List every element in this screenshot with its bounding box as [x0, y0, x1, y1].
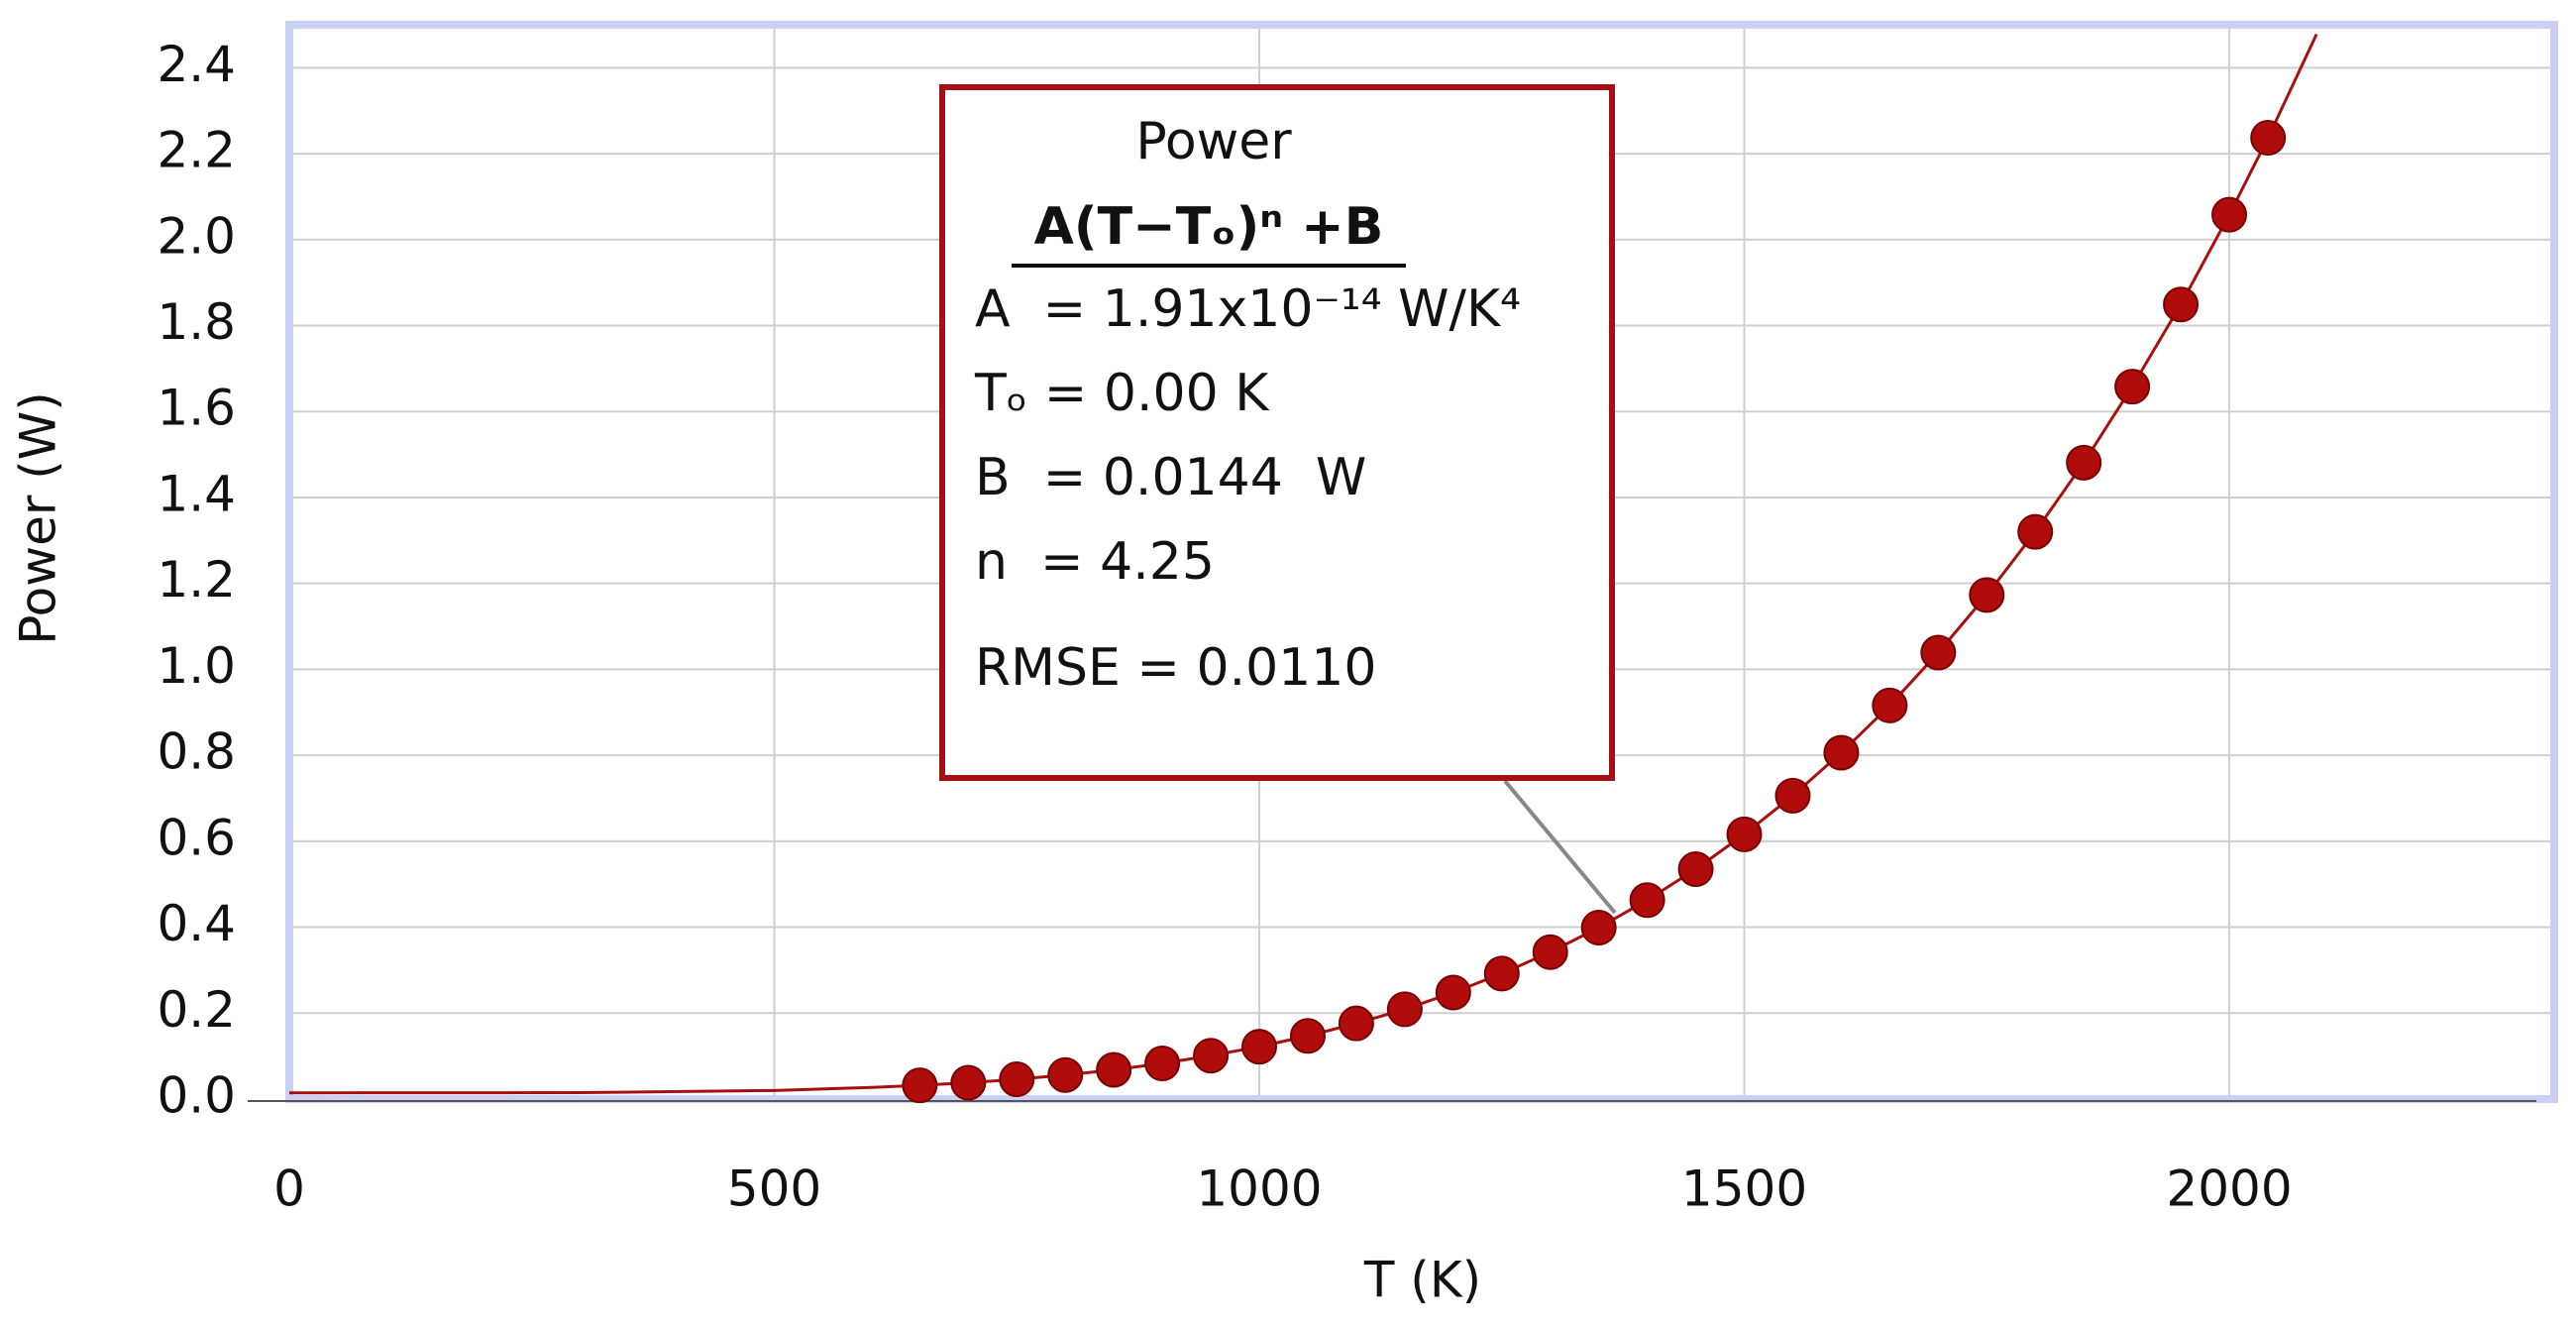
- y-tick-label: 0.4: [157, 895, 236, 952]
- fit-equation: A(T−Tₒ)ⁿ +B: [1034, 197, 1384, 257]
- fit-curve: [288, 33, 2318, 1095]
- data-point: [1580, 909, 1617, 945]
- x-tick-label: 0: [273, 1161, 305, 1218]
- fit-line: n = 4.25: [975, 532, 1215, 592]
- data-point: [2163, 286, 2200, 323]
- data-point: [1677, 851, 1714, 888]
- data-point: [2066, 444, 2102, 481]
- y-tick-label: 1.6: [157, 380, 236, 437]
- data-point: [1193, 1038, 1230, 1074]
- y-tick-label: 2.2: [157, 122, 236, 179]
- data-point: [1435, 974, 1471, 1011]
- y-axis-title: Power (W): [10, 391, 67, 645]
- data-point: [1096, 1051, 1132, 1088]
- fit-line: Tₒ = 0.00 K: [974, 364, 1270, 423]
- data-point: [1823, 734, 1860, 771]
- y-tick-label: 0.0: [157, 1067, 236, 1125]
- data-point: [1774, 777, 1811, 814]
- data-point: [999, 1061, 1035, 1098]
- data-point: [1483, 955, 1520, 992]
- y-tick-label: 2.0: [157, 207, 236, 265]
- fit-line: A = 1.91x10⁻¹⁴ W/K⁴: [975, 279, 1521, 339]
- data-point: [1872, 687, 1908, 723]
- y-tick-label: 2.4: [157, 36, 236, 93]
- data-point: [2211, 196, 2248, 233]
- y-tick-label: 1.8: [157, 293, 236, 351]
- x-tick-label: 1500: [1681, 1161, 1807, 1218]
- data-point: [902, 1067, 938, 1104]
- data-point: [2114, 369, 2151, 405]
- data-point: [2250, 120, 2287, 157]
- leader-line: [1503, 779, 1617, 915]
- data-point: [1338, 1005, 1374, 1042]
- fit-box: [939, 84, 1615, 781]
- data-point: [1969, 577, 2005, 613]
- x-tick-label: 500: [727, 1161, 821, 1218]
- x-tick-label: 1000: [1196, 1161, 1322, 1218]
- x-tick-label: 2000: [2166, 1161, 2292, 1218]
- y-tick-label: 1.2: [157, 551, 236, 609]
- fit-line: B = 0.0144 W: [975, 448, 1366, 507]
- data-point: [1241, 1029, 1278, 1065]
- marks: [288, 33, 2318, 1104]
- data-point: [1289, 1018, 1326, 1054]
- y-tick-label: 1.0: [157, 637, 236, 695]
- data-point: [1629, 882, 1665, 919]
- data-point: [1726, 816, 1763, 852]
- x-axis-title: T (K): [1363, 1252, 1481, 1309]
- data-point: [2017, 513, 2054, 550]
- data-point: [950, 1064, 987, 1101]
- fit-line: RMSE = 0.0110: [975, 638, 1376, 698]
- data-point: [1144, 1046, 1181, 1082]
- y-tick-label: 0.8: [157, 723, 236, 781]
- y-tick-label: 1.4: [157, 465, 236, 522]
- plot-frame: [285, 21, 2558, 1103]
- data-point: [1920, 634, 1957, 671]
- data-point: [1047, 1056, 1084, 1093]
- y-tick-label: 0.2: [157, 981, 236, 1039]
- data-point: [1532, 934, 1568, 970]
- y-tick-label: 0.6: [157, 809, 236, 866]
- fit-title: Power: [1135, 112, 1292, 171]
- data-point: [1386, 991, 1423, 1028]
